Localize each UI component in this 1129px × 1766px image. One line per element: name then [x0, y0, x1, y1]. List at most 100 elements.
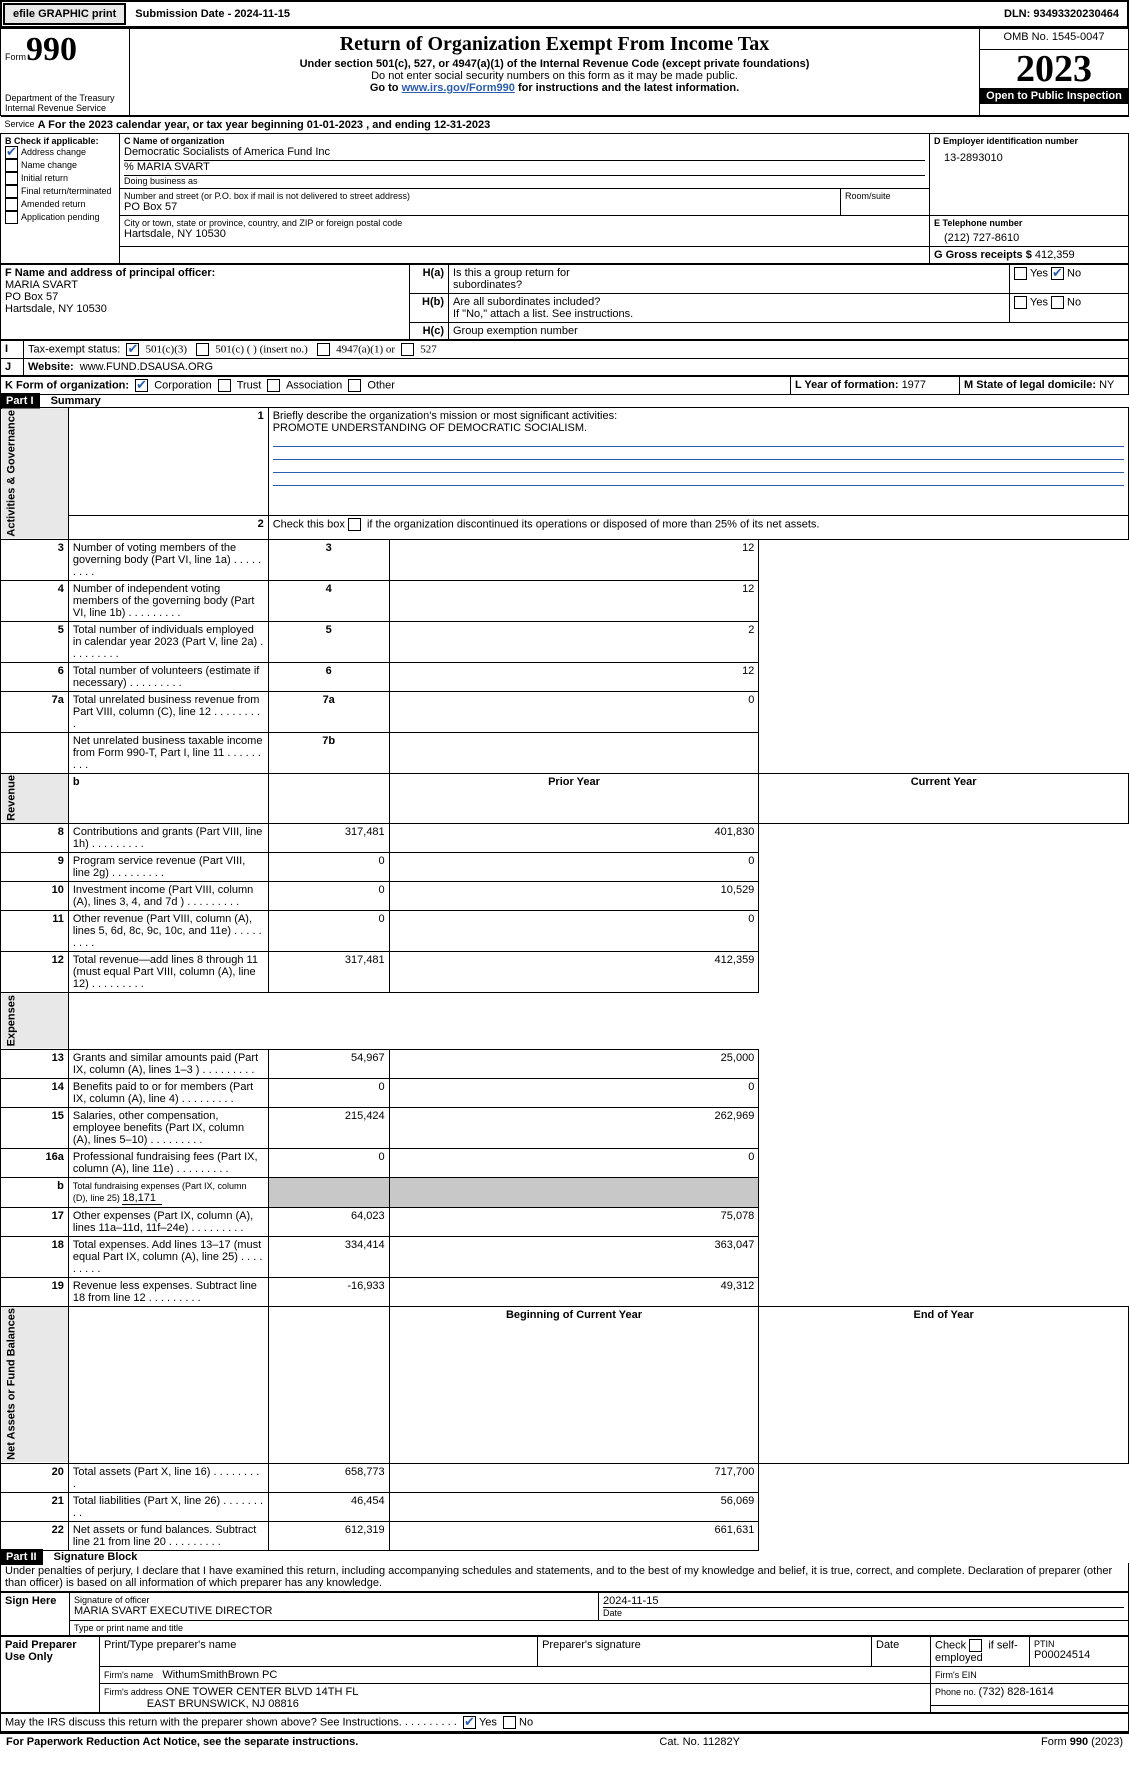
- ein-value: 13-2893010: [944, 152, 1124, 164]
- current-year-hdr: Current Year: [759, 773, 1129, 824]
- goto-suffix: for instructions and the latest informat…: [515, 82, 739, 94]
- footer-form-prefix: Form: [1041, 1736, 1070, 1748]
- discuss-q: May the IRS discuss this return with the…: [5, 1716, 402, 1728]
- corp-checkbox[interactable]: [135, 379, 148, 392]
- discuss-no-checkbox[interactable]: [503, 1716, 516, 1729]
- omb-number: OMB No. 1545-0047: [984, 31, 1124, 43]
- top-toolbar: efile GRAPHIC print Submission Date - 20…: [0, 0, 1129, 28]
- date-label: Date: [603, 1608, 1124, 1618]
- b-checkbox[interactable]: [5, 146, 18, 159]
- ha-prefix: H(a): [410, 265, 449, 294]
- section-b-label: B Check if applicable:: [5, 136, 115, 146]
- b-checkbox[interactable]: [5, 211, 18, 224]
- prep-name-hdr: Print/Type preparer's name: [100, 1636, 538, 1666]
- type-name-label: Type or print name and title: [74, 1623, 1124, 1633]
- city-value: Hartsdale, NY 10530: [124, 228, 925, 240]
- discuss-yes: Yes: [479, 1716, 497, 1728]
- service-small: Service: [5, 119, 35, 129]
- hb-yes-checkbox[interactable]: [1014, 296, 1027, 309]
- 527-checkbox[interactable]: [401, 343, 414, 356]
- tax-year-end: 12-31-2023: [434, 119, 490, 131]
- end-year-hdr: End of Year: [759, 1306, 1129, 1463]
- form-number: 990: [26, 31, 77, 68]
- ha-no-checkbox[interactable]: [1051, 267, 1064, 280]
- form-subtitle: Under section 501(c), 527, or 4947(a)(1)…: [134, 58, 975, 70]
- hb-yes: Yes: [1030, 296, 1048, 308]
- hb-label: Are all subordinates included?: [453, 296, 600, 308]
- submission-date: Submission Date - 2024-11-15: [127, 5, 298, 23]
- officer-street: PO Box 57: [5, 291, 58, 303]
- discuss-no: No: [519, 1716, 533, 1728]
- header-table: Form990 Department of the Treasury Inter…: [0, 28, 1129, 116]
- 501c3-checkbox[interactable]: [126, 343, 139, 356]
- other-checkbox[interactable]: [348, 379, 361, 392]
- room-label: Room/suite: [845, 191, 925, 201]
- dln-number: DLN: 93493320230464: [996, 5, 1127, 23]
- c-name-label: C Name of organization: [124, 136, 925, 146]
- trust: Trust: [237, 379, 262, 391]
- ptin-label: PTIN: [1034, 1639, 1124, 1649]
- firm-phone: (732) 828-1614: [979, 1686, 1054, 1698]
- ha-yes-checkbox[interactable]: [1014, 267, 1027, 280]
- gov-sidebar: Activities & Governance: [1, 408, 69, 540]
- ptin-value: P00024514: [1034, 1649, 1124, 1661]
- discuss-yes-checkbox[interactable]: [463, 1716, 476, 1729]
- care-of: % MARIA SVART: [124, 160, 925, 173]
- part1-subtitle: Summary: [43, 395, 101, 407]
- m-label: M State of legal domicile:: [964, 379, 1099, 391]
- q2-suffix: if the organization discontinued its ope…: [364, 518, 820, 530]
- q2-prefix: Check this box: [273, 518, 348, 530]
- b-checkbox[interactable]: [5, 198, 18, 211]
- d-ein-label: D Employer identification number: [934, 136, 1124, 146]
- j-label: Website:: [28, 361, 74, 373]
- efile-print-button[interactable]: efile GRAPHIC print: [3, 3, 126, 25]
- tax-year: 2023: [980, 50, 1128, 88]
- hb-note: If "No," attach a list. See instructions…: [453, 308, 633, 320]
- tax-year-begin: 01-01-2023: [307, 119, 363, 131]
- 4947-checkbox[interactable]: [317, 343, 330, 356]
- form-title: Return of Organization Exempt From Incom…: [134, 33, 975, 56]
- firm-name-label: Firm's name: [104, 1670, 153, 1680]
- paperwork-notice: For Paperwork Reduction Act Notice, see …: [6, 1736, 358, 1748]
- firm-addr-label: Firm's address: [104, 1687, 163, 1697]
- line-a-prefix: For the 2023 calendar year, or tax year …: [48, 119, 307, 131]
- part1-title: Part I: [0, 393, 40, 409]
- firm-phone-label: Phone no.: [935, 1687, 979, 1697]
- firm-addr2: EAST BRUNSWICK, NJ 08816: [147, 1698, 299, 1710]
- phone-value: (212) 727-8610: [944, 232, 1124, 244]
- assoc-checkbox[interactable]: [267, 379, 280, 392]
- assoc: Association: [286, 379, 342, 391]
- q2-checkbox[interactable]: [348, 518, 361, 531]
- i-label: Tax-exempt status:: [28, 343, 120, 355]
- form-prefix: Form: [5, 52, 26, 62]
- exp-sidebar: Expenses: [1, 993, 69, 1049]
- hb-no-checkbox[interactable]: [1051, 296, 1064, 309]
- footer-form-year: (2023): [1088, 1736, 1123, 1748]
- irs-link[interactable]: www.irs.gov/Form990: [402, 82, 515, 94]
- prior-year-hdr: Prior Year: [389, 773, 759, 824]
- b-checkbox[interactable]: [5, 159, 18, 172]
- org-name: Democratic Socialists of America Fund In…: [124, 146, 925, 158]
- 501c-checkbox[interactable]: [196, 343, 209, 356]
- 4947a1: 4947(a)(1) or: [336, 343, 395, 355]
- begin-year-hdr: Beginning of Current Year: [389, 1306, 759, 1463]
- paid-preparer-title: Paid Preparer Use Only: [5, 1639, 77, 1663]
- b-checkbox[interactable]: [5, 185, 18, 198]
- part2-title: Part II: [0, 1549, 43, 1565]
- open-to-public: Open to Public Inspection: [980, 88, 1128, 104]
- ha-yes: Yes: [1030, 267, 1048, 279]
- ha-label1: Is this a group return for: [453, 267, 570, 279]
- trust-checkbox[interactable]: [218, 379, 231, 392]
- firm-name: WithumSmithBrown PC: [162, 1669, 277, 1681]
- f-officer-label: F Name and address of principal officer:: [5, 267, 215, 279]
- self-employed-checkbox[interactable]: [969, 1639, 982, 1652]
- officer-name: MARIA SVART: [5, 279, 78, 291]
- hc-label: Group exemption number: [449, 323, 1129, 340]
- firm-ein-label: Firm's EIN: [935, 1670, 977, 1680]
- q1-text: PROMOTE UNDERSTANDING OF DEMOCRATIC SOCI…: [273, 422, 587, 434]
- ha-no: No: [1067, 267, 1081, 279]
- gross-receipts: 412,359: [1035, 249, 1075, 261]
- b-checkbox[interactable]: [5, 172, 18, 185]
- dept-treasury: Department of the Treasury: [5, 93, 125, 103]
- hb-no: No: [1067, 296, 1081, 308]
